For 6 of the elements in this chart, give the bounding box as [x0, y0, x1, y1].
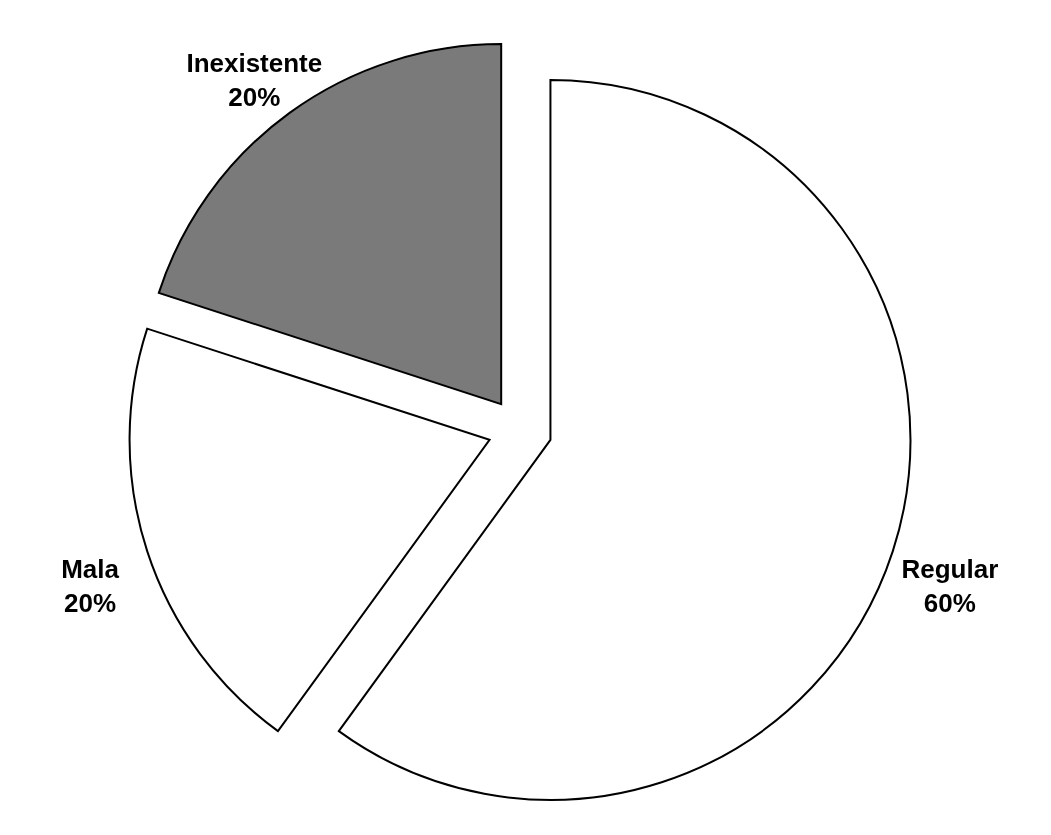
data-label: 60%	[923, 587, 976, 618]
data-label: 20%	[228, 82, 281, 113]
slice-label: Regular	[901, 553, 999, 584]
slice-label: Mala	[61, 553, 120, 584]
slice-label: Inexistente	[186, 48, 323, 79]
data-label: 20%	[64, 587, 117, 618]
